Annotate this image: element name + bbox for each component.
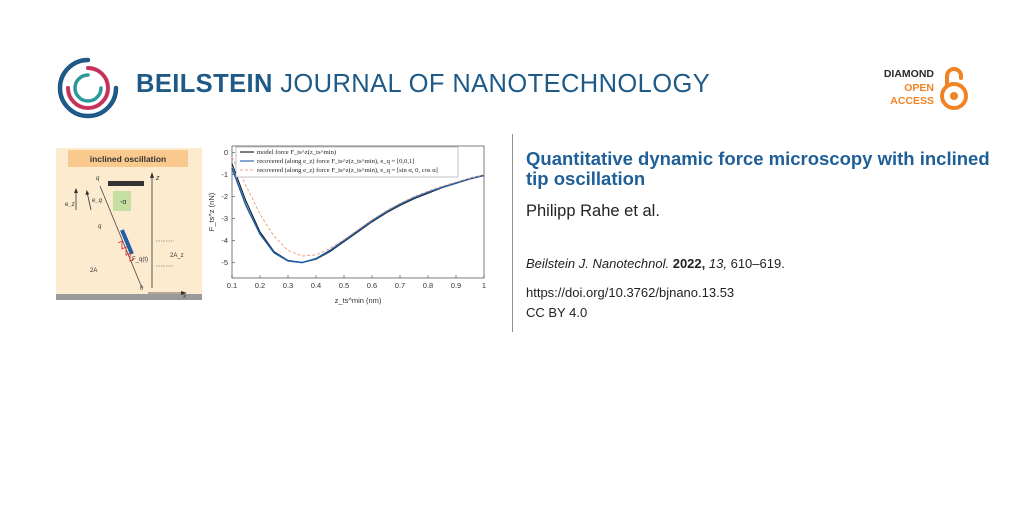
force-curve-chart: 0.1 0.2 0.3 0.4 0.5 0.6 0.7 0.8 0.9 1 0 -1 -2 -3 -4 -5… (208, 145, 486, 305)
q-top-label: q (96, 176, 100, 182)
x-tick-label: 0.5 (339, 281, 349, 290)
alpha-box (113, 191, 131, 211)
y-tick-label: -3 (221, 214, 228, 223)
legend-entry-3: recovered (along e_z) force F_ts^z(z_ts^… (257, 167, 438, 174)
article-license: CC BY 4.0 (526, 305, 588, 320)
y-axis-label: F_ts^z (nN) (208, 192, 216, 231)
two-az-label: 2A_z (170, 253, 184, 259)
tip-bar (120, 229, 134, 255)
fq-label: F_q(t) (132, 257, 148, 263)
x-axis-label: x (182, 294, 187, 300)
origin-label: 0 (140, 286, 144, 292)
article-authors: Philipp Rahe et al. (526, 202, 660, 220)
x-tick-label: 0.3 (283, 281, 293, 290)
alpha-label: -α (120, 199, 126, 206)
schematic-heading: inclined oscillation (90, 154, 167, 164)
x-axis-label: z_ts^min (nm) (335, 296, 382, 305)
journal-name: BEILSTEIN JOURNAL OF NANOTECHNOLOGY (136, 70, 710, 99)
z-axis-arrow (150, 172, 154, 178)
citation-year: 2022, (672, 256, 706, 271)
z-axis-label: z (155, 175, 160, 182)
badge-line-open: OPEN (904, 81, 934, 94)
badge-line-diamond: DIAMOND (883, 68, 934, 80)
cantilever-base (108, 181, 144, 186)
article-title[interactable]: Quantitative dynamic force microscopy wi… (526, 148, 990, 189)
x-tick-label: 0.2 (255, 281, 265, 290)
y-tick-label: -5 (221, 258, 228, 267)
eq-vector (86, 191, 92, 211)
q-axis-line (99, 185, 143, 289)
citation-pages: 610–619. (730, 256, 785, 271)
badge-text: DIAMOND OPEN ACCESS (872, 68, 934, 109)
x-tick-label: 0.1 (227, 281, 237, 290)
legend-box (235, 146, 459, 178)
citation-journal: Beilstein J. Nanotechnol. (526, 256, 670, 271)
beilstein-swirl-icon (57, 57, 119, 119)
plot-frame (231, 145, 485, 279)
legend-entry-1: model force F_ts^z(z_ts^min) (257, 149, 336, 156)
schematic-heading-box (68, 150, 188, 167)
article-citation: Beilstein J. Nanotechnol. 2022, 13, 610–… (526, 256, 785, 271)
y-tick-label: 0 (224, 148, 228, 157)
two-a-label: 2A (90, 268, 97, 274)
journal-name-bold: BEILSTEIN (136, 70, 273, 98)
y-tick-label: -1 (221, 170, 228, 179)
y-tick-label: -4 (221, 236, 228, 245)
inclined-oscillation-schematic: inclined oscillation -α q q F_q(t) z x 0… (56, 148, 202, 300)
x-tick-label: 0.8 (423, 281, 433, 290)
sample-surface (56, 294, 202, 300)
force-spring (117, 240, 135, 262)
open-lock-icon (940, 67, 968, 110)
y-tick-label: -2 (221, 192, 228, 201)
q-axis-label: q (98, 224, 102, 230)
ez-label: e_z (65, 202, 75, 208)
badge-line-access: ACCESS (890, 95, 934, 107)
journal-name-rest: JOURNAL OF NANOTECHNOLOGY (272, 70, 711, 98)
citation-volume: 13, (708, 256, 727, 271)
schematic-background (56, 148, 202, 294)
vertical-divider (512, 134, 513, 332)
eq-label: e_q (92, 198, 103, 204)
article-doi-link[interactable]: https://doi.org/10.3762/bjnano.13.53 (526, 285, 735, 300)
x-tick-label: 0.9 (451, 281, 461, 290)
x-tick-label: 0.6 (367, 281, 377, 290)
x-tick-label: 1 (482, 281, 486, 290)
series-line-2 (231, 167, 485, 264)
legend-entry-2: recovered (along e_z) force F_ts^z(z_ts^… (257, 158, 414, 165)
diamond-open-access-badge[interactable]: DIAMOND OPEN ACCESS (872, 66, 972, 110)
x-tick-label: 0.7 (395, 281, 405, 290)
x-tick-label: 0.4 (311, 281, 321, 290)
x-axis-arrow (181, 291, 187, 295)
